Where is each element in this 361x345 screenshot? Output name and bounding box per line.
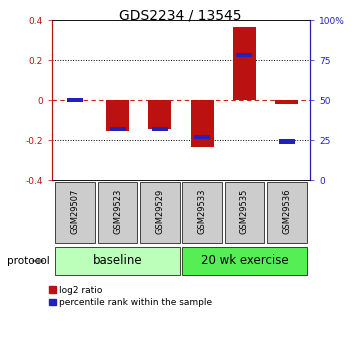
Bar <box>152 127 168 131</box>
Bar <box>233 27 256 100</box>
Bar <box>194 135 210 139</box>
Text: GDS2234 / 13545: GDS2234 / 13545 <box>119 9 242 23</box>
FancyBboxPatch shape <box>182 247 306 275</box>
Bar <box>191 100 214 147</box>
Bar <box>236 53 252 57</box>
FancyBboxPatch shape <box>267 182 306 243</box>
FancyBboxPatch shape <box>55 182 95 243</box>
Bar <box>106 100 129 131</box>
Text: GSM29529: GSM29529 <box>155 189 164 234</box>
FancyBboxPatch shape <box>182 182 222 243</box>
Legend: log2 ratio, percentile rank within the sample: log2 ratio, percentile rank within the s… <box>49 286 212 307</box>
Bar <box>67 98 83 102</box>
FancyBboxPatch shape <box>55 247 180 275</box>
FancyBboxPatch shape <box>225 182 264 243</box>
Text: GSM29536: GSM29536 <box>282 188 291 234</box>
Bar <box>279 139 295 144</box>
Text: GSM29535: GSM29535 <box>240 188 249 234</box>
Text: baseline: baseline <box>93 254 142 267</box>
Text: GSM29533: GSM29533 <box>198 188 206 234</box>
Bar <box>275 100 299 104</box>
Bar <box>109 127 126 131</box>
Text: 20 wk exercise: 20 wk exercise <box>201 254 288 267</box>
Text: GSM29507: GSM29507 <box>71 188 80 234</box>
FancyBboxPatch shape <box>140 182 180 243</box>
Text: GSM29523: GSM29523 <box>113 188 122 234</box>
FancyBboxPatch shape <box>98 182 138 243</box>
Bar <box>148 100 171 129</box>
Text: protocol: protocol <box>7 256 50 266</box>
